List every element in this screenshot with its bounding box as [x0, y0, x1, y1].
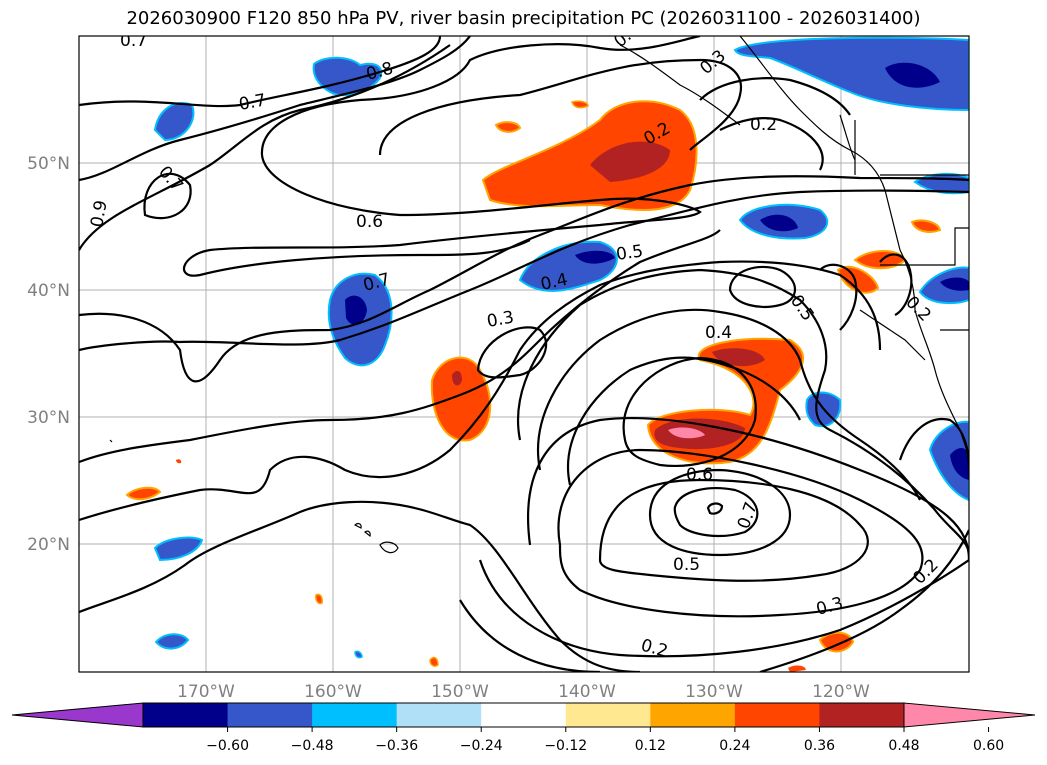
pv-contours: [79, 36, 969, 672]
lon-label: 150°W: [431, 682, 489, 702]
colorbar-tick-label: −0.36: [375, 738, 418, 754]
colorbar-tick-label: 0.60: [973, 738, 1004, 754]
colorbar-tick-label: 0.36: [804, 738, 835, 754]
lon-label: 160°W: [304, 682, 362, 702]
contour-label: 0.9: [87, 199, 111, 229]
colorbar: [11, 702, 1036, 728]
lon-label: 170°W: [177, 682, 235, 702]
colorbar-extend-min: [11, 702, 144, 728]
contour-label: 0.4: [705, 323, 732, 343]
positive-blob-ne-pacific: [481, 100, 698, 211]
colorbar-segment: [565, 703, 651, 727]
contour-label: 0.6: [356, 212, 383, 232]
lat-label: 20°N: [27, 535, 70, 555]
contour-label: 0.5: [615, 241, 645, 265]
map-frame: [78, 35, 970, 673]
colorbar-segment: [650, 703, 736, 727]
colorbar-outline: [142, 702, 905, 728]
colorbar-segment: [143, 703, 229, 727]
colorbar-tick-label: −0.60: [206, 738, 249, 754]
colorbar-segment: [819, 703, 905, 727]
contour-label: 0.7: [120, 31, 147, 51]
colorbar-tick-label: −0.24: [460, 738, 503, 754]
contour-label: 0.2: [750, 115, 777, 135]
islands: [109, 439, 399, 554]
contour-label: 0.6: [686, 465, 713, 485]
coastlines: [619, 36, 969, 461]
colorbar-tick-label: 0.48: [888, 738, 919, 754]
colorbar-tick-label: 0.12: [635, 738, 666, 754]
map-title: 2026030900 F120 850 hPa PV, river basin …: [126, 8, 921, 29]
lat-label: 30°N: [27, 408, 70, 428]
lat-label: 40°N: [27, 281, 70, 301]
contour-label: 0.3: [485, 308, 515, 332]
lon-label: 120°W: [812, 682, 870, 702]
colorbar-extend-max: [903, 702, 1036, 728]
colorbar-segment: [227, 703, 313, 727]
colorbar-tick-label: −0.48: [291, 738, 334, 754]
contour-label: 0.7: [237, 91, 267, 115]
colorbar-segment: [396, 703, 482, 727]
colorbar-tick-label: −0.12: [544, 738, 587, 754]
lat-label: 50°N: [27, 154, 70, 174]
colorbar-segment: [734, 703, 820, 727]
contour-label: 0.5: [673, 555, 700, 575]
colorbar-segment: [312, 703, 398, 727]
lon-label: 140°W: [558, 682, 616, 702]
lon-label: 130°W: [685, 682, 743, 702]
colorbar-tick-label: 0.24: [719, 738, 750, 754]
longitude-labels: 170°W 160°W 150°W 140°W 130°W 120°W: [177, 682, 870, 702]
colorbar-segment: [481, 703, 567, 727]
colorbar-ticks: −0.60 −0.48 −0.36 −0.24 −0.12 0.12 0.24 0.36 0.4…: [206, 727, 1004, 754]
latitude-labels: 50°N 40°N 30°N 20°N: [27, 154, 70, 555]
